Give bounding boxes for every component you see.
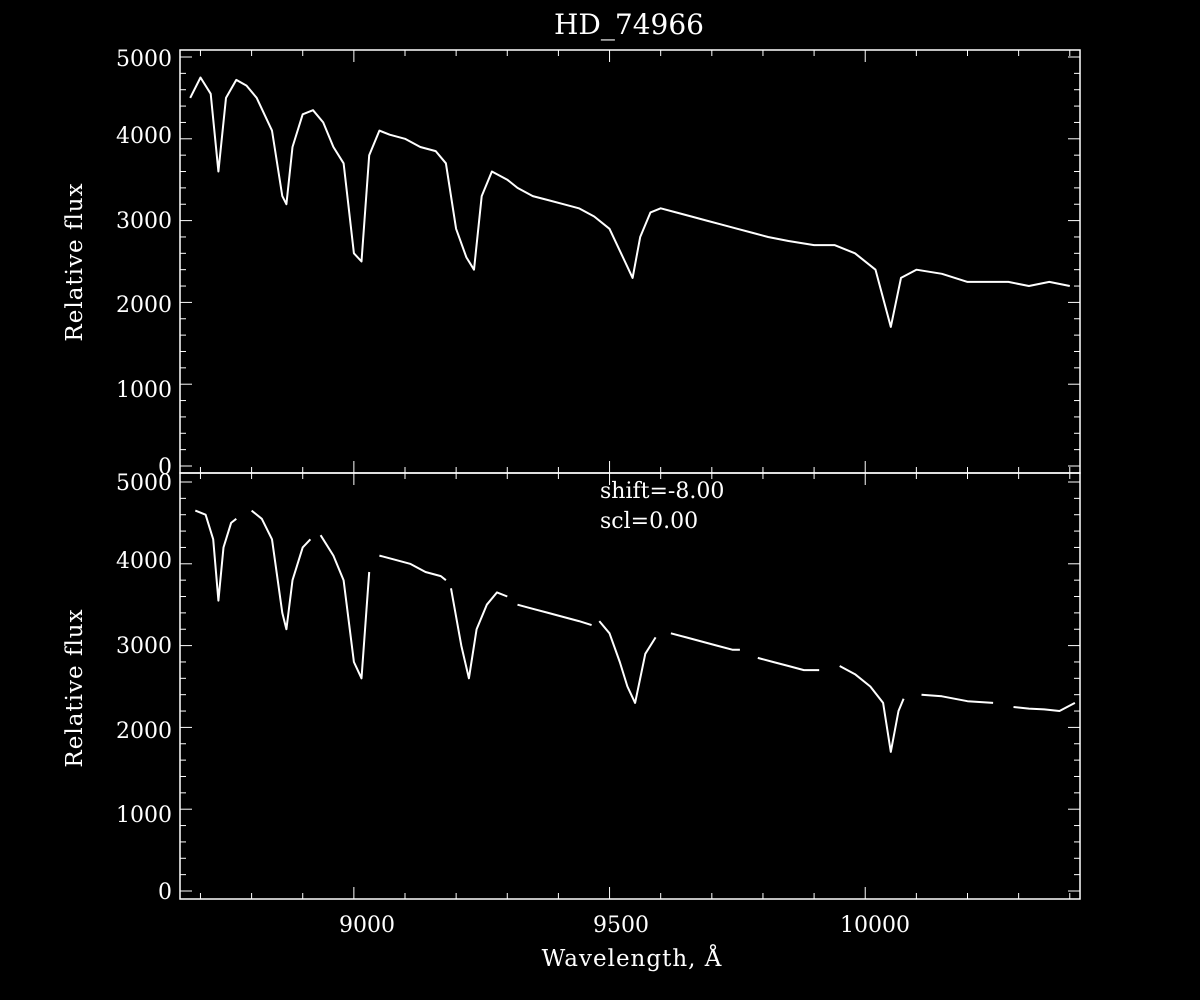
x-axis-title: Wavelength, Å <box>542 944 723 972</box>
bottom-axis-ticks <box>180 473 1080 899</box>
top-spectrum-panel: 0 1000 2000 3000 4000 5000 Relative flux <box>62 47 1081 480</box>
spectrum-series-line <box>450 588 508 680</box>
top-y-tick-label: 5000 <box>116 47 172 72</box>
bottom-x-tick-labels: 9000 9500 10000 <box>339 913 910 938</box>
chart-title: HD_74966 <box>554 8 704 41</box>
shift-annotation: shift=-8.00 <box>600 479 724 504</box>
top-y-tick-label: 0 <box>158 455 172 480</box>
top-spectrum-line-group <box>189 76 1070 328</box>
bottom-y-tick-label: 3000 <box>116 634 172 659</box>
bottom-spectrum-panel: 0 1000 2000 3000 4000 5000 Relative flux… <box>62 471 1081 972</box>
spectrum-series-line <box>757 656 820 672</box>
spectrum-series-line <box>839 665 905 753</box>
top-y-tick-label: 2000 <box>116 293 172 318</box>
spectrum-series-line <box>1013 702 1076 712</box>
x-tick-label: 9500 <box>593 913 649 938</box>
x-tick-label: 10000 <box>840 913 910 938</box>
bottom-plot-frame <box>179 472 1081 900</box>
x-tick-label: 9000 <box>339 913 395 938</box>
top-y-tick-label: 1000 <box>116 378 172 403</box>
spectrum-series-line <box>189 76 1070 328</box>
bottom-y-axis-title: Relative flux <box>62 608 88 767</box>
bottom-y-tick-label: 1000 <box>116 803 172 828</box>
bottom-y-tick-label: 2000 <box>116 719 172 744</box>
top-y-tick-labels: 0 1000 2000 3000 4000 5000 <box>116 47 172 480</box>
spectrum-series-line <box>921 693 994 704</box>
spectrum-series-line <box>194 509 237 602</box>
scale-annotation: scl=0.00 <box>600 509 698 534</box>
bottom-y-tick-label: 0 <box>158 880 172 905</box>
top-axis-ticks <box>180 50 1080 473</box>
bottom-y-tick-label: 4000 <box>116 549 172 574</box>
spectrum-series-line <box>379 554 447 581</box>
spectrum-series-line <box>517 603 592 627</box>
spectrum-series-line <box>250 509 312 631</box>
spectrum-series-line <box>319 534 371 680</box>
spectrum-series-line <box>598 620 657 704</box>
spectrum-series-line <box>670 632 740 651</box>
bottom-y-tick-label: 5000 <box>116 471 172 496</box>
bottom-spectrum-line-group <box>194 509 1076 753</box>
top-y-tick-label: 4000 <box>116 124 172 149</box>
top-y-axis-title: Relative flux <box>62 182 88 341</box>
bottom-y-tick-labels: 0 1000 2000 3000 4000 5000 <box>116 471 172 905</box>
top-y-tick-label: 3000 <box>116 209 172 234</box>
